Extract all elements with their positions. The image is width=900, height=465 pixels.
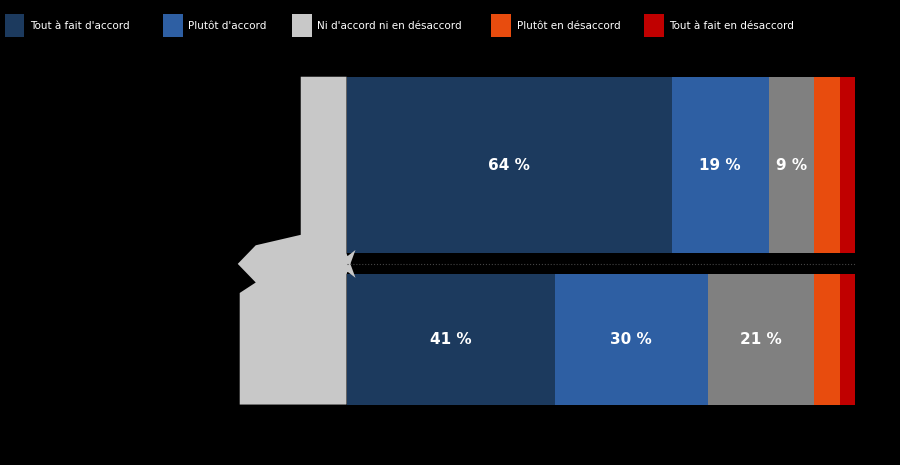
Bar	[491, 14, 511, 37]
Polygon shape	[238, 77, 356, 405]
Bar	[672, 77, 769, 253]
Text: 19 %: 19 %	[699, 158, 741, 173]
Bar	[840, 77, 855, 253]
Bar	[555, 274, 707, 405]
Text: Plutôt en désaccord: Plutôt en désaccord	[517, 20, 620, 31]
Bar	[163, 14, 183, 37]
Bar	[346, 77, 672, 253]
Text: Tout à fait en désaccord: Tout à fait en désaccord	[670, 20, 794, 31]
Text: 21 %: 21 %	[740, 332, 782, 347]
Text: Plutôt d'accord: Plutôt d'accord	[188, 20, 266, 31]
Bar	[707, 274, 814, 405]
Bar	[840, 274, 855, 405]
Text: 9 %: 9 %	[776, 158, 807, 173]
Bar	[346, 274, 555, 405]
Bar	[814, 77, 840, 253]
Bar	[4, 14, 24, 37]
Bar	[644, 14, 664, 37]
Bar	[814, 274, 840, 405]
Bar	[769, 77, 815, 253]
Bar	[292, 14, 312, 37]
Text: 30 %: 30 %	[610, 332, 652, 347]
Text: Ni d'accord ni en désaccord: Ni d'accord ni en désaccord	[318, 20, 462, 31]
Text: 64 %: 64 %	[489, 158, 530, 173]
Text: Tout à fait d'accord: Tout à fait d'accord	[30, 20, 130, 31]
Text: 41 %: 41 %	[430, 332, 472, 347]
